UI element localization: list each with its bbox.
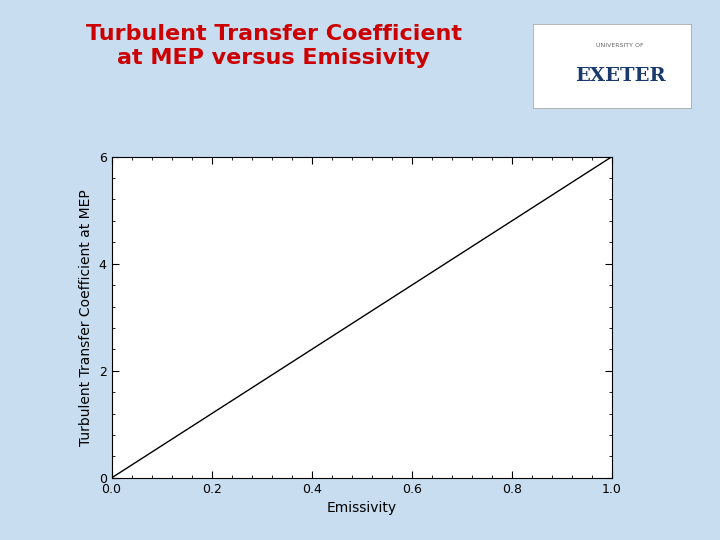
Text: EXETER: EXETER (575, 67, 665, 85)
Text: UNIVERSITY OF: UNIVERSITY OF (596, 43, 644, 48)
X-axis label: Emissivity: Emissivity (327, 501, 397, 515)
Y-axis label: Turbulent Transfer Coefficient at MEP: Turbulent Transfer Coefficient at MEP (79, 189, 93, 446)
Text: Turbulent Transfer Coefficient
at MEP versus Emissivity: Turbulent Transfer Coefficient at MEP ve… (86, 24, 462, 68)
